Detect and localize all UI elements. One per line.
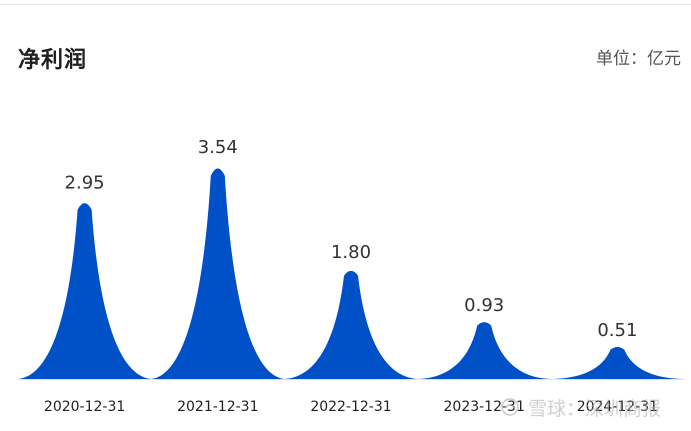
x-tick-label: 2021-12-31 <box>177 399 258 415</box>
value-label: 0.51 <box>597 320 637 341</box>
value-label: 1.80 <box>331 242 371 263</box>
chart-title: 净利润 <box>18 48 88 73</box>
snowball-icon <box>500 397 520 422</box>
value-label: 2.95 <box>65 173 105 194</box>
top-divider <box>0 4 691 5</box>
peak-bar-2021-12-31 <box>151 168 285 379</box>
watermark: 雪球：深圳商报 <box>500 394 661 422</box>
peak-bar-2022-12-31 <box>284 270 418 379</box>
peak-bar-2020-12-31 <box>18 203 152 379</box>
value-label: 0.93 <box>464 295 504 316</box>
chart-peaks-group <box>18 168 684 379</box>
unit-label: 单位：亿元 <box>596 49 681 69</box>
value-label: 3.54 <box>198 137 238 158</box>
peak-bar-2023-12-31 <box>417 322 551 379</box>
watermark-text: 雪球：深圳商报 <box>528 398 662 420</box>
value-labels-group: 2.95 3.54 1.80 0.93 0.51 <box>65 137 638 341</box>
x-tick-labels-group: 2020-12-31 2021-12-31 2022-12-31 2023-12-31… <box>44 399 658 415</box>
peak-bar-2024-12-31 <box>550 346 684 379</box>
x-tick-label: 2024-12-31 <box>577 399 658 415</box>
x-tick-label: 2020-12-31 <box>44 399 125 415</box>
x-tick-label: 2022-12-31 <box>310 399 391 415</box>
x-tick-label: 2023-12-31 <box>444 399 525 415</box>
